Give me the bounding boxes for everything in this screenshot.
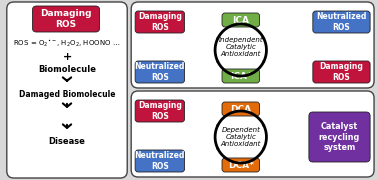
Text: ICA: ICA (232, 15, 249, 24)
Text: Damaged Biomolecule: Damaged Biomolecule (19, 89, 115, 98)
Text: Catalyst
recycling
system: Catalyst recycling system (319, 122, 360, 152)
FancyBboxPatch shape (222, 158, 260, 172)
Text: Damaging
ROS: Damaging ROS (40, 9, 92, 29)
Text: Neutralized
ROS: Neutralized ROS (135, 151, 185, 171)
FancyBboxPatch shape (313, 61, 370, 83)
FancyBboxPatch shape (33, 6, 99, 32)
Text: Dependent
Catalytic
Antioxidant: Dependent Catalytic Antioxidant (221, 127, 261, 147)
FancyBboxPatch shape (135, 100, 184, 122)
FancyBboxPatch shape (222, 102, 260, 116)
Text: Damaging
ROS: Damaging ROS (138, 12, 182, 32)
Text: Damaging
ROS: Damaging ROS (319, 62, 363, 82)
Text: Neutralized
ROS: Neutralized ROS (316, 12, 367, 32)
FancyBboxPatch shape (135, 150, 184, 172)
Text: Independent
Catalytic
Antioxidant: Independent Catalytic Antioxidant (218, 37, 263, 57)
FancyBboxPatch shape (131, 2, 374, 88)
Text: ROS = O$_2$$^{\bullet-}$, H$_2$O$_2$, HOONO …: ROS = O$_2$$^{\bullet-}$, H$_2$O$_2$, HO… (13, 39, 121, 49)
Text: ICA*: ICA* (230, 71, 252, 80)
FancyBboxPatch shape (135, 11, 184, 33)
Text: Damaging
ROS: Damaging ROS (138, 101, 182, 121)
FancyBboxPatch shape (7, 2, 127, 178)
Text: Neutralized
ROS: Neutralized ROS (135, 62, 185, 82)
Text: Disease: Disease (48, 138, 85, 147)
FancyBboxPatch shape (135, 61, 184, 83)
Text: Biomolecule: Biomolecule (38, 64, 96, 73)
FancyBboxPatch shape (313, 11, 370, 33)
FancyBboxPatch shape (222, 13, 260, 27)
Text: DCA*: DCA* (228, 161, 254, 170)
Text: DCA: DCA (230, 105, 251, 114)
FancyBboxPatch shape (222, 69, 260, 83)
Text: +: + (62, 52, 72, 62)
FancyBboxPatch shape (131, 91, 374, 177)
FancyBboxPatch shape (309, 112, 370, 162)
